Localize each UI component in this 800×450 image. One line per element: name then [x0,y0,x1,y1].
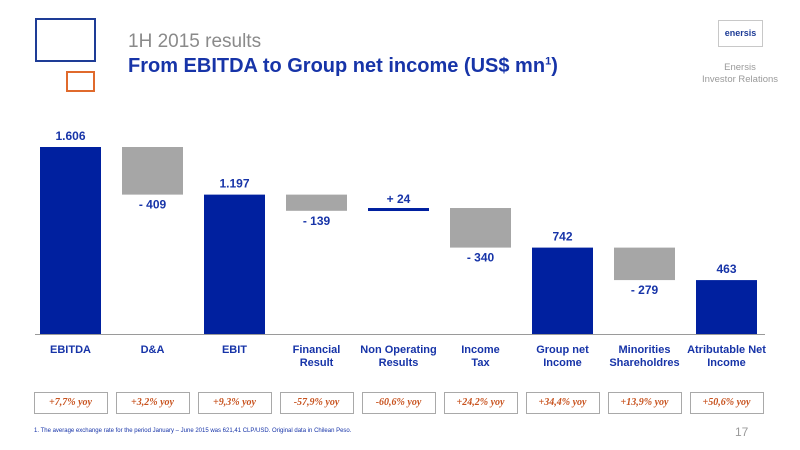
value-label-income-tax: - 340 [467,251,495,265]
yoy-badge: +7,7% yoy [33,392,108,414]
category-label-ebitda: EBITDA [50,344,91,356]
decorative-orange-square [66,71,95,92]
page-title-close: ) [551,55,558,77]
footnote: 1. The average exchange rate for the per… [34,428,352,434]
bar-income-tax [450,208,511,248]
category-label-atributable-net-income: Income [707,357,746,369]
bar-d-a [122,147,183,195]
category-label-non-operating-results: Results [379,357,419,369]
category-label-group-net-income: Income [543,357,582,369]
yoy-badge: +9,3% yoy [197,392,272,414]
decorative-blue-square [35,18,96,62]
category-label-income-tax: Tax [471,357,490,369]
category-label-atributable-net-income: Atributable Net [687,344,766,356]
category-label-non-operating-results: Non Operating [360,344,436,356]
page-number: 17 [735,425,749,439]
category-label-financial-result: Result [300,357,334,369]
category-label-minorities-shareholdres: Shareholdres [609,357,679,369]
bar-ebitda [40,147,101,334]
value-label-financial-result: - 139 [303,214,331,228]
page-title-text: From EBITDA to Group net income (US$ mn [128,55,546,77]
value-label-ebitda: 1.606 [55,129,85,143]
bar-ebit [204,194,265,334]
value-label-group-net-income: 742 [552,230,572,244]
value-label-atributable-net-income: 463 [716,262,736,276]
value-label-minorities-shareholdres: - 279 [631,283,659,297]
bar-non-operating-results [368,208,429,212]
bar-atributable-net-income [696,280,757,334]
ir-department: Investor Relations [701,74,779,85]
value-label-non-operating-results: + 24 [387,192,411,206]
bar-group-net-income [532,247,593,334]
category-label-minorities-shareholdres: Minorities [619,344,671,356]
yoy-badge: +50,6% yoy [689,392,764,414]
bar-minorities-shareholdres [614,247,675,281]
category-label-ebit: EBIT [222,344,247,356]
value-label-ebit: 1.197 [219,177,249,191]
category-label-d-a: D&A [141,344,165,356]
yoy-badge: +34,4% yoy [525,392,600,414]
yoy-badge: -60,6% yoy [361,392,436,414]
bar-financial-result [286,194,347,211]
category-label-financial-result: Financial [293,344,341,356]
footnote-marker: 1 [545,55,552,68]
ir-company: Enersis [724,62,756,73]
yoy-badge: +13,9% yoy [607,392,682,414]
yoy-badge: +24,2% yoy [443,392,518,414]
yoy-badge: -57,9% yoy [279,392,354,414]
page-subtitle: 1H 2015 results [128,31,262,52]
yoy-badge: +3,2% yoy [115,392,190,414]
category-label-group-net-income: Group net [536,344,589,356]
enersis-logo: enersis [718,20,763,47]
category-label-income-tax: Income [461,344,500,356]
page-title: From EBITDA to Group net income (US$ mn1… [128,55,558,78]
value-label-d-a: - 409 [139,198,167,212]
investor-relations-label: Enersis Investor Relations [690,62,790,86]
